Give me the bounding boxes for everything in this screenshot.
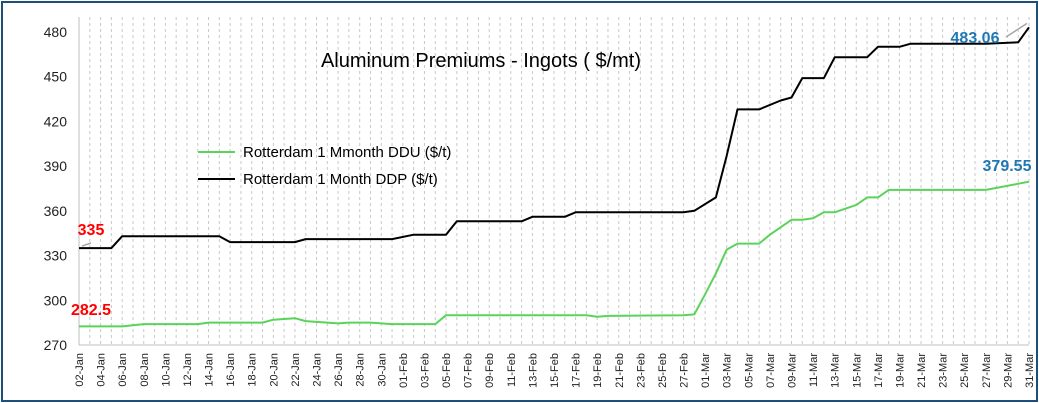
x-tick-label: 27-Feb [679,353,691,388]
x-tick-label: 14-Jan [204,353,216,387]
legend-label-ddu: Rotterdam 1 Mmonth DDU ($/t) [243,144,451,161]
legend-label-ddp: Rotterdam 1 Month DDP ($/t) [243,171,438,188]
x-tick-label: 25-Mar [959,353,971,388]
data-label-ddp-start: 335 [78,222,105,239]
x-tick-label: 02-Jan [74,353,86,387]
data-label-ddp-end: 483.06 [951,30,1000,47]
x-tick-label: 16-Jan [225,353,237,387]
data-labels: 335 282.5 483.06 379.55 [71,22,1032,319]
x-tick-label: 29-Mar [1002,353,1014,388]
x-tick-label: 18-Jan [247,353,259,387]
series-layer [79,26,1030,328]
x-tick-label: 15-Mar [851,353,863,388]
y-tick-label: 420 [44,113,68,129]
data-label-leader [81,242,92,247]
x-tick-label: 03-Mar [722,353,734,388]
chart-canvas: 270 300 330 360 390 420 450 480 02-Jan 04-Jan 06-… [44,17,1036,388]
x-tick-label: 19-Feb [592,353,604,388]
x-tick-label: 31-Mar [1024,353,1036,388]
x-tick-label: 11-Mar [808,353,820,387]
y-axis: 270 300 330 360 390 420 450 480 [44,24,68,353]
y-tick-label: 480 [44,24,68,40]
x-tick-label: 08-Jan [139,353,151,387]
x-tick-label: 19-Mar [894,353,906,388]
x-tick-label: 17-Feb [571,353,583,388]
x-tick-label: 05-Feb [441,353,453,388]
x-tick-label: 23-Mar [938,353,950,388]
y-tick-label: 330 [44,248,68,264]
x-tick-label: 15-Feb [549,353,561,388]
x-tick-label: 01-Feb [398,353,410,388]
x-tick-label: 06-Jan [117,353,129,387]
x-tick-label: 28-Jan [355,353,367,387]
x-tick-label: 20-Jan [268,353,280,387]
gridlines [78,17,1030,346]
x-tick-label: 07-Mar [765,353,777,388]
y-tick-label: 300 [44,292,68,308]
x-tick-label: 09-Mar [787,353,799,388]
y-tick-label: 270 [44,337,68,353]
series-line-ddp [79,26,1030,250]
x-tick-label: 04-Jan [96,353,108,387]
x-tick-label: 22-Jan [290,353,302,387]
x-tick-label: 11-Feb [506,353,518,387]
y-tick-label: 360 [44,203,68,219]
x-tick-label: 09-Feb [484,353,496,388]
x-tick-label: 05-Mar [743,353,755,388]
x-tick-label: 30-Jan [376,353,388,387]
legend: Rotterdam 1 Mmonth DDU ($/t) Rotterdam 1… [198,144,451,188]
y-tick-label: 390 [44,158,68,174]
x-tick-label: 21-Mar [916,353,928,388]
x-tick-label: 21-Feb [614,353,626,388]
x-tick-label: 03-Feb [419,353,431,388]
x-tick-label: 24-Jan [312,353,324,387]
x-tick-label: 01-Mar [700,353,712,388]
x-tick-label: 10-Jan [160,353,172,387]
x-tick-label: 23-Feb [635,353,647,388]
x-tick-label: 12-Jan [182,353,194,387]
x-axis: 02-Jan 04-Jan 06-Jan 08-Jan 10-Jan 12-Jan 14-J… [74,353,1036,388]
chart-title: Aluminum Premiums - Ingots ( $/mt) [321,50,641,72]
x-tick-label: 07-Feb [463,353,475,388]
x-tick-label: 27-Mar [981,353,993,388]
data-label-ddu-start: 282.5 [71,302,111,319]
x-tick-label: 17-Mar [873,353,885,388]
series-line-ddu [79,180,1030,328]
x-tick-label: 26-Jan [333,353,345,387]
y-tick-label: 450 [44,69,68,85]
x-tick-label: 13-Mar [830,353,842,388]
data-label-leader [1005,22,1028,38]
x-tick-label: 13-Feb [527,353,539,388]
data-label-ddu-end: 379.55 [983,158,1032,175]
x-tick-label: 25-Feb [657,353,669,388]
